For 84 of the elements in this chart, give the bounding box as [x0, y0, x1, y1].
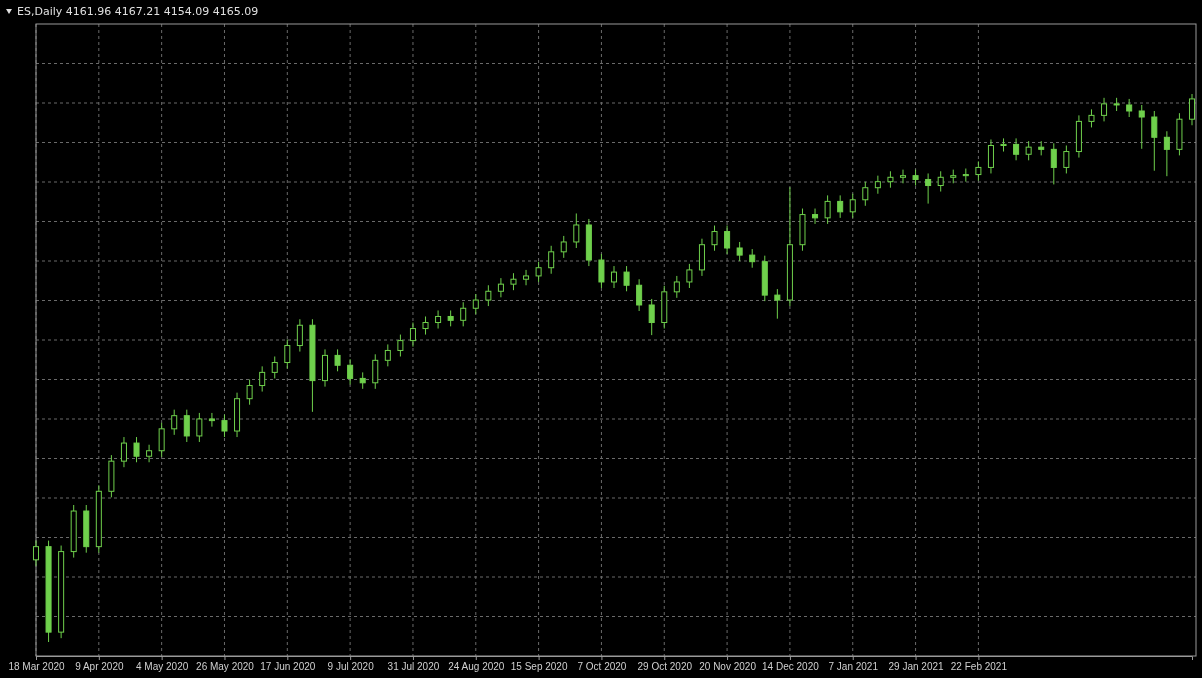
candlestick [925, 172, 932, 205]
candlestick [812, 208, 819, 225]
candlestick [1063, 145, 1070, 174]
candlestick [183, 409, 190, 443]
candlestick [610, 265, 618, 289]
x-tick-label: 7 Oct 2020 [577, 661, 627, 673]
candlestick [623, 265, 630, 292]
candlestick [296, 318, 303, 353]
candlestick [120, 436, 127, 468]
x-tick-label: 31 Jul 2020 [387, 661, 440, 673]
candlestick [347, 358, 354, 385]
candlestick [1101, 97, 1108, 122]
x-tick-label: 18 Mar 2020 [8, 661, 66, 673]
candlestick [485, 284, 492, 307]
candlestick [937, 170, 944, 193]
candlestick [158, 422, 165, 458]
x-tick-label: 24 Aug 2020 [448, 661, 505, 673]
candlestick [824, 194, 831, 225]
candlestick [749, 248, 756, 269]
candlestick [497, 277, 504, 298]
candlestick [409, 322, 416, 348]
candlestick [334, 348, 341, 372]
candlestick [899, 169, 907, 184]
candlestick [246, 379, 253, 406]
candlestick [598, 253, 605, 289]
candlestick [271, 355, 278, 379]
candlestick [560, 235, 567, 259]
candlestick [472, 293, 479, 315]
candlestick [1188, 93, 1196, 126]
candlestick [849, 193, 856, 219]
x-tick-label: 14 Dec 2020 [762, 661, 820, 673]
candlestick [548, 245, 555, 275]
candlestick [648, 298, 655, 336]
candlestick [1000, 137, 1007, 153]
candlestick [1025, 140, 1032, 161]
x-tick-label: 29 Oct 2020 [637, 661, 693, 673]
candlestick [384, 343, 391, 367]
candlestick [460, 301, 467, 327]
x-tick-label: 4 May 2020 [136, 661, 189, 673]
candlestick [284, 339, 291, 370]
candlestick [171, 409, 178, 436]
x-tick-label: 9 Apr 2020 [75, 661, 124, 673]
candlestick [686, 263, 693, 289]
candlestick [1050, 142, 1057, 185]
candlestick [636, 278, 643, 312]
candlestick [435, 309, 442, 330]
candlestick [372, 353, 379, 390]
candlestick [573, 212, 580, 249]
candlestick [146, 444, 153, 463]
candlestick [724, 225, 731, 255]
candlestick [736, 241, 743, 262]
candlestick [837, 194, 844, 219]
x-tick-label: 20 Nov 2020 [699, 661, 757, 673]
candlestick [422, 315, 429, 336]
x-tick-label: 7 Jan 2021 [828, 661, 879, 673]
x-tick-label: 17 Jun 2020 [260, 661, 316, 673]
candlestick [1126, 98, 1133, 118]
candlestick [535, 261, 542, 283]
candlestick [774, 288, 781, 320]
candlestick [196, 412, 203, 443]
candlestick [1088, 108, 1095, 128]
candlestick [1138, 104, 1145, 150]
candlestick [987, 138, 994, 174]
candlestick [673, 275, 680, 299]
candlestick [1013, 137, 1020, 161]
candlestick [523, 269, 530, 286]
candlestick [711, 225, 718, 252]
candlestick [208, 412, 215, 428]
candlestick [259, 365, 266, 393]
candlestick [32, 540, 40, 567]
candlestick [975, 160, 982, 182]
candlestick [1151, 110, 1158, 172]
x-tick-label: 26 May 2020 [196, 661, 255, 673]
candlestick [874, 175, 881, 195]
candlestick [221, 414, 228, 438]
x-tick-label: 29 Jan 2021 [888, 661, 945, 673]
x-tick-label: 15 Sep 2020 [510, 661, 568, 673]
chart-title: ES,Daily 4161.96 4167.21 4154.09 4165.09 [17, 5, 259, 18]
candlestick [397, 334, 404, 357]
candlestick [862, 181, 869, 207]
x-tick-label: 9 Jul 2020 [327, 661, 375, 673]
candlestick [133, 436, 140, 463]
x-tick-label: 22 Feb 2021 [950, 661, 1008, 673]
candlestick [1163, 130, 1170, 177]
